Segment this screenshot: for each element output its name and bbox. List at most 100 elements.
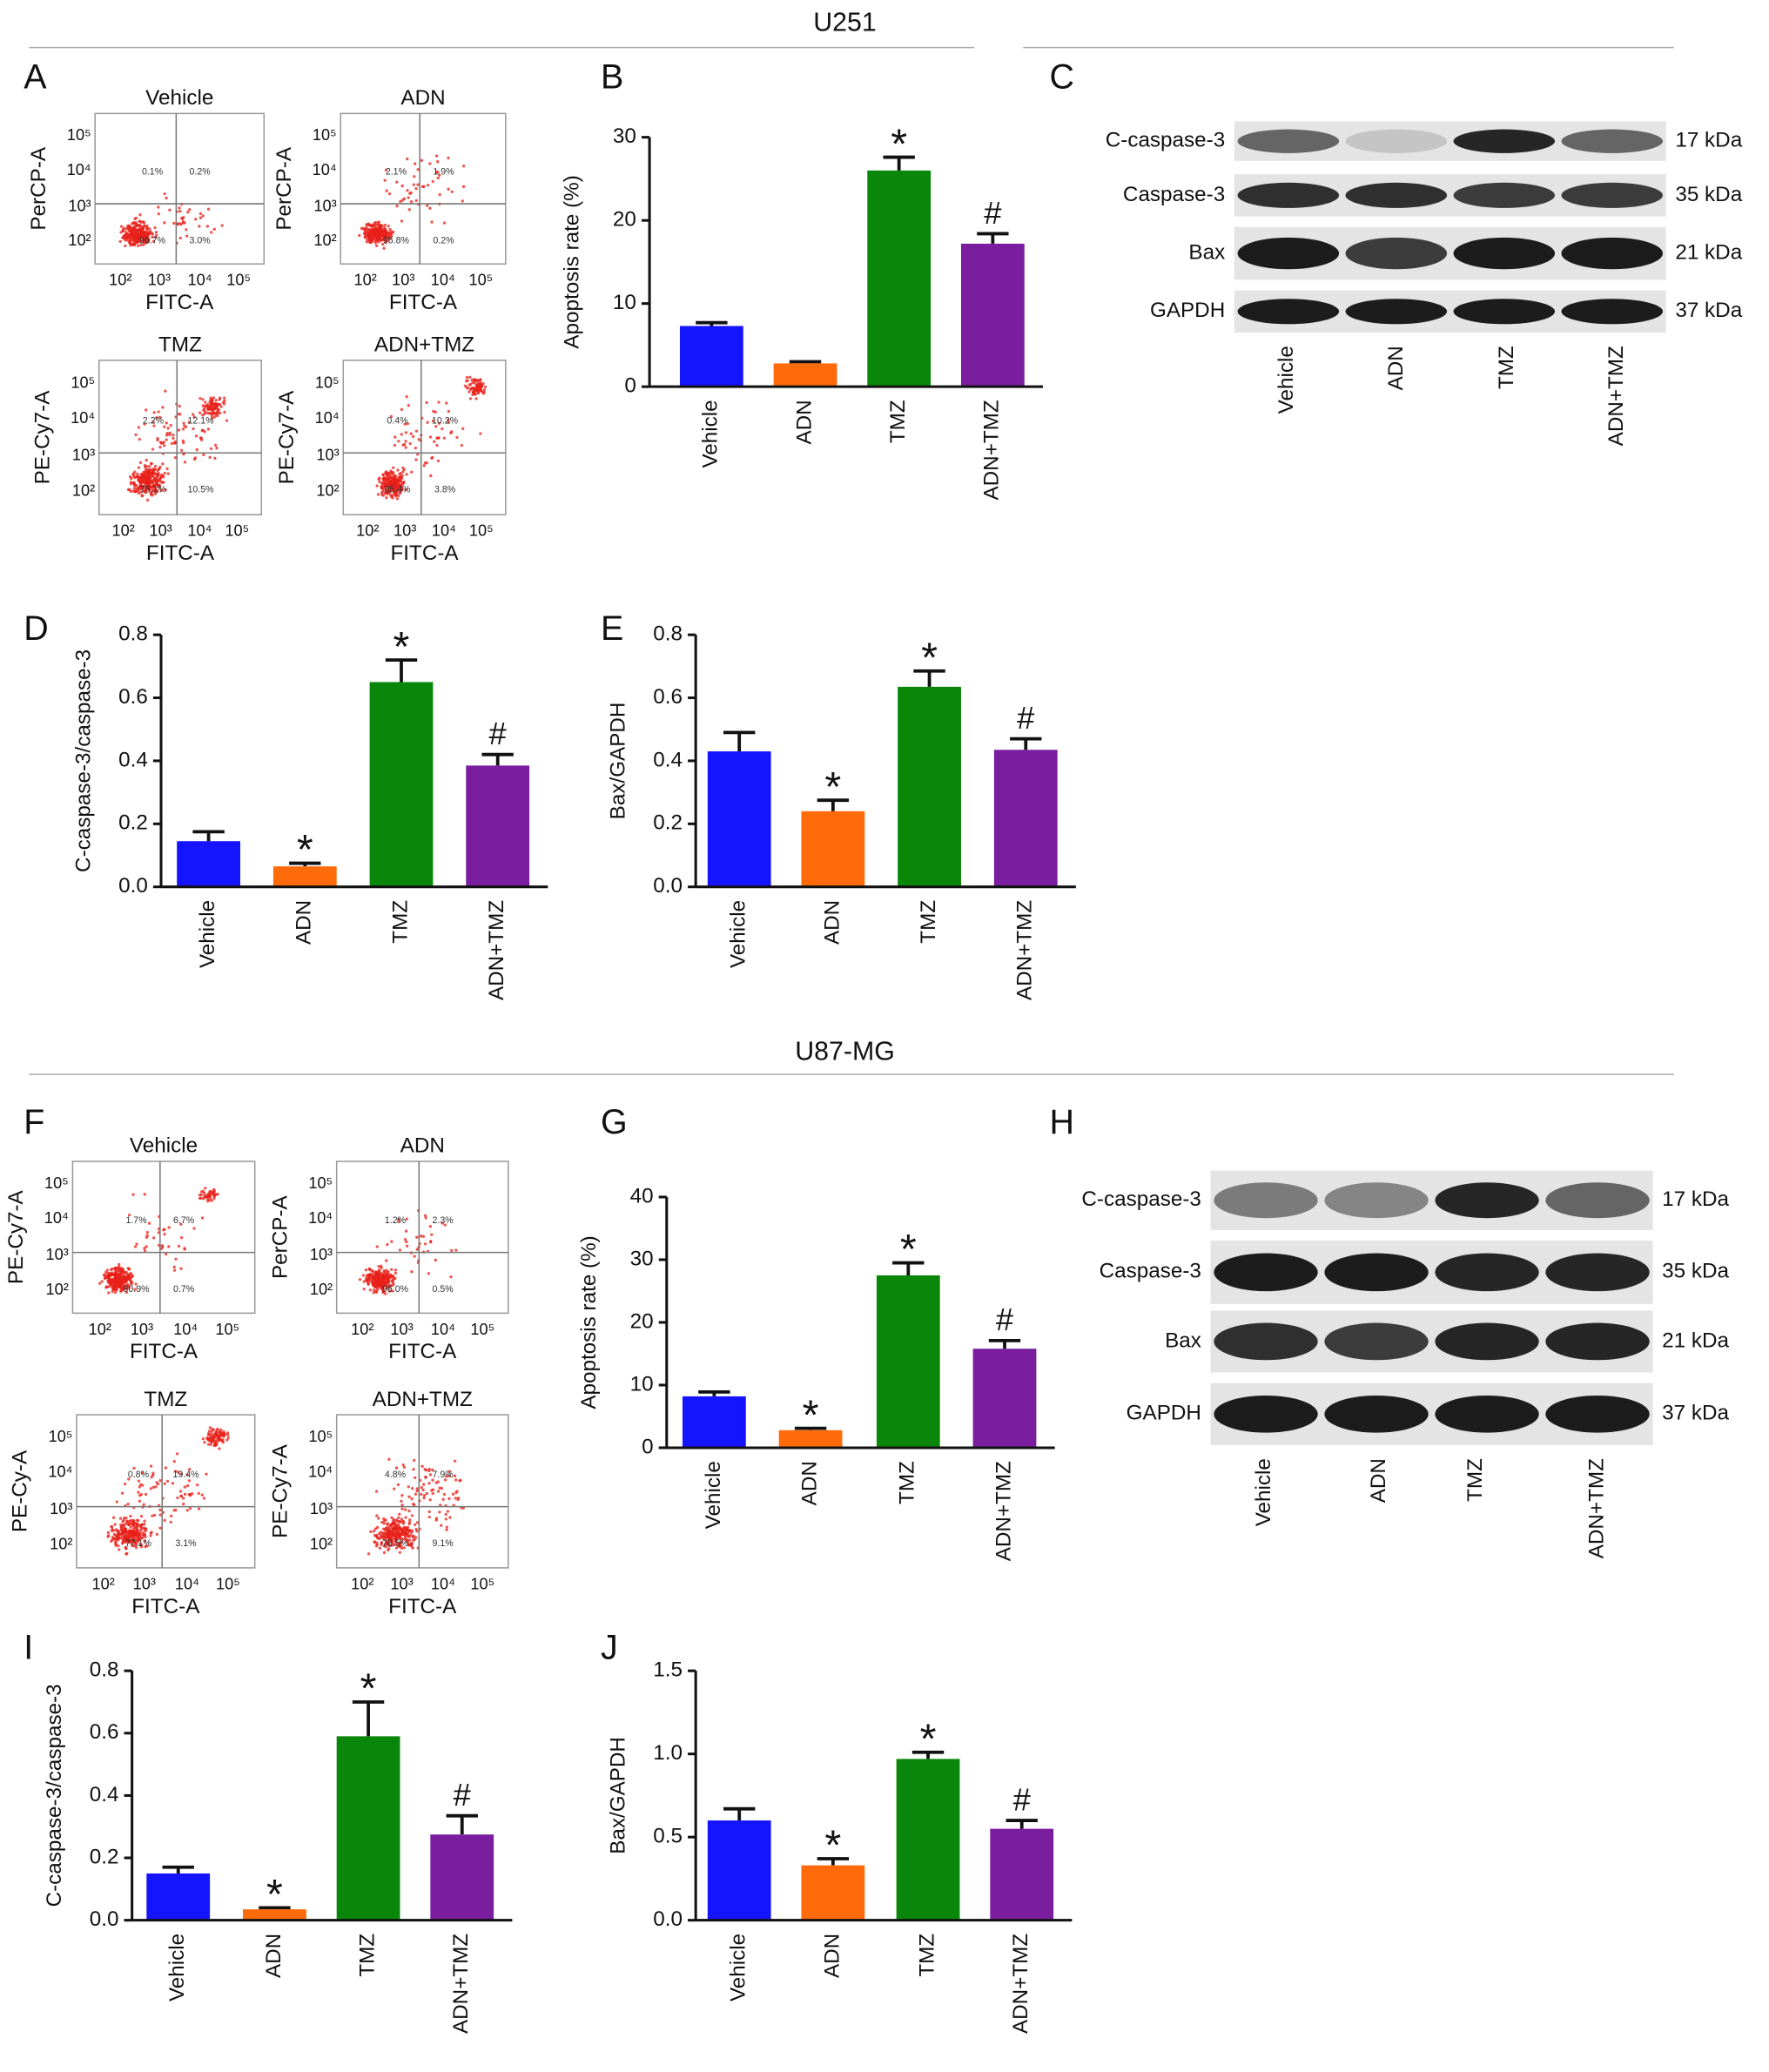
cell-dot [207,412,212,415]
significance-mark: * [803,1391,819,1438]
cell-dot [434,425,438,428]
y-tick-label: 10² [316,481,339,499]
cell-dot [110,1282,113,1286]
cell-dot [133,490,137,494]
cell-dot [124,1271,127,1275]
cell-dot [381,238,386,242]
quadrant-label: 2.1% [386,166,407,177]
cell-dot [151,481,154,484]
cell-dot [201,1436,205,1441]
cell-dot [124,244,127,248]
cell-dot [429,1241,433,1244]
cell-dot [384,1526,388,1530]
cell-dot [201,214,205,218]
cell-dot [447,1474,451,1478]
cell-dot [107,1285,111,1288]
cell-dot [139,220,144,225]
cell-dot [136,474,139,479]
cell-dot [210,414,214,418]
cell-dot [482,387,487,392]
y-tick-label: 10³ [310,1246,333,1263]
cell-dot [187,1493,191,1497]
cell-dot [404,431,408,434]
cell-dot [379,1274,382,1277]
cell-dot [437,1490,441,1493]
cell-dot [131,239,136,242]
cell-dot [108,1273,112,1276]
cell-dot [140,484,144,488]
cell-dot [441,427,444,431]
cell-dot [478,386,481,389]
cell-dot [404,446,407,449]
cell-dot [373,1540,376,1544]
cell-dot [397,1220,400,1223]
cell-dot [152,411,156,414]
cell-dot [135,1242,138,1246]
cell-dot [138,233,143,237]
x-axis-label: FITC-A [146,542,215,565]
cell-dot [438,1486,441,1490]
cell-dot [157,468,160,471]
cell-dot [423,1214,427,1218]
significance-mark: * [900,1226,917,1273]
cell-dot [163,471,166,475]
cell-dot [383,1531,387,1535]
cell-dot [122,226,125,230]
cell-dot [367,1278,371,1282]
cell-dot [148,488,151,491]
cell-dot [474,397,478,400]
cell-dot [215,1430,219,1435]
cell-dot [114,1277,118,1282]
cell-dot [137,426,141,429]
cell-dot [137,487,141,490]
cell-dot [420,1486,424,1490]
cell-dot [394,1537,398,1541]
cell-dot [403,1238,407,1241]
cell-dot [208,1196,212,1200]
quadrant-label: 10.2% [432,416,459,427]
bar [773,363,837,387]
y-tick-label: 10⁵ [67,126,91,144]
blot-band [1237,182,1340,208]
cell-dot [152,424,156,427]
cell-dot [380,1520,384,1524]
cell-dot [138,223,142,227]
error-bar [352,1700,385,1737]
plot-title: Vehicle [145,86,213,110]
quadrant-label: 19.4% [172,1470,199,1480]
y-tick-label: 10⁵ [49,1428,73,1445]
cell-dot [478,381,481,386]
y-tick-label: 0.2 [90,1845,119,1868]
section-title: U251 [813,8,876,37]
cell-dot [153,492,158,495]
cell-dot [155,1481,158,1484]
cell-dot [207,1433,211,1436]
y-tick-label: 10³ [310,1500,333,1517]
cell-dot [375,1541,379,1544]
significance-mark: # [984,195,1002,231]
cell-dot [212,1435,216,1438]
cell-dot [374,1535,379,1538]
cell-dot [135,487,138,491]
cell-dot [158,445,162,449]
cell-dot [393,485,397,488]
y-axis-label: PE-Cy7-A [4,1189,28,1284]
cell-dot [139,1529,143,1532]
cell-dot [215,447,219,450]
x-tick-label: 10⁵ [216,1575,240,1592]
blot-band [1345,299,1448,325]
cell-dot [171,1482,175,1485]
cell-dot [215,402,219,406]
cell-dot [373,1527,377,1530]
cell-dot [124,230,128,234]
error-bar [817,1857,850,1866]
cell-dot [405,1217,408,1221]
y-tick-label: 0 [642,1435,654,1458]
cell-dot [443,1478,447,1482]
cell-dot [407,1495,411,1498]
cell-dot [206,1443,211,1446]
cell-dot [118,1276,122,1280]
cell-dot [145,1230,149,1234]
cell-dot [400,219,404,223]
cell-dot [111,1279,114,1282]
